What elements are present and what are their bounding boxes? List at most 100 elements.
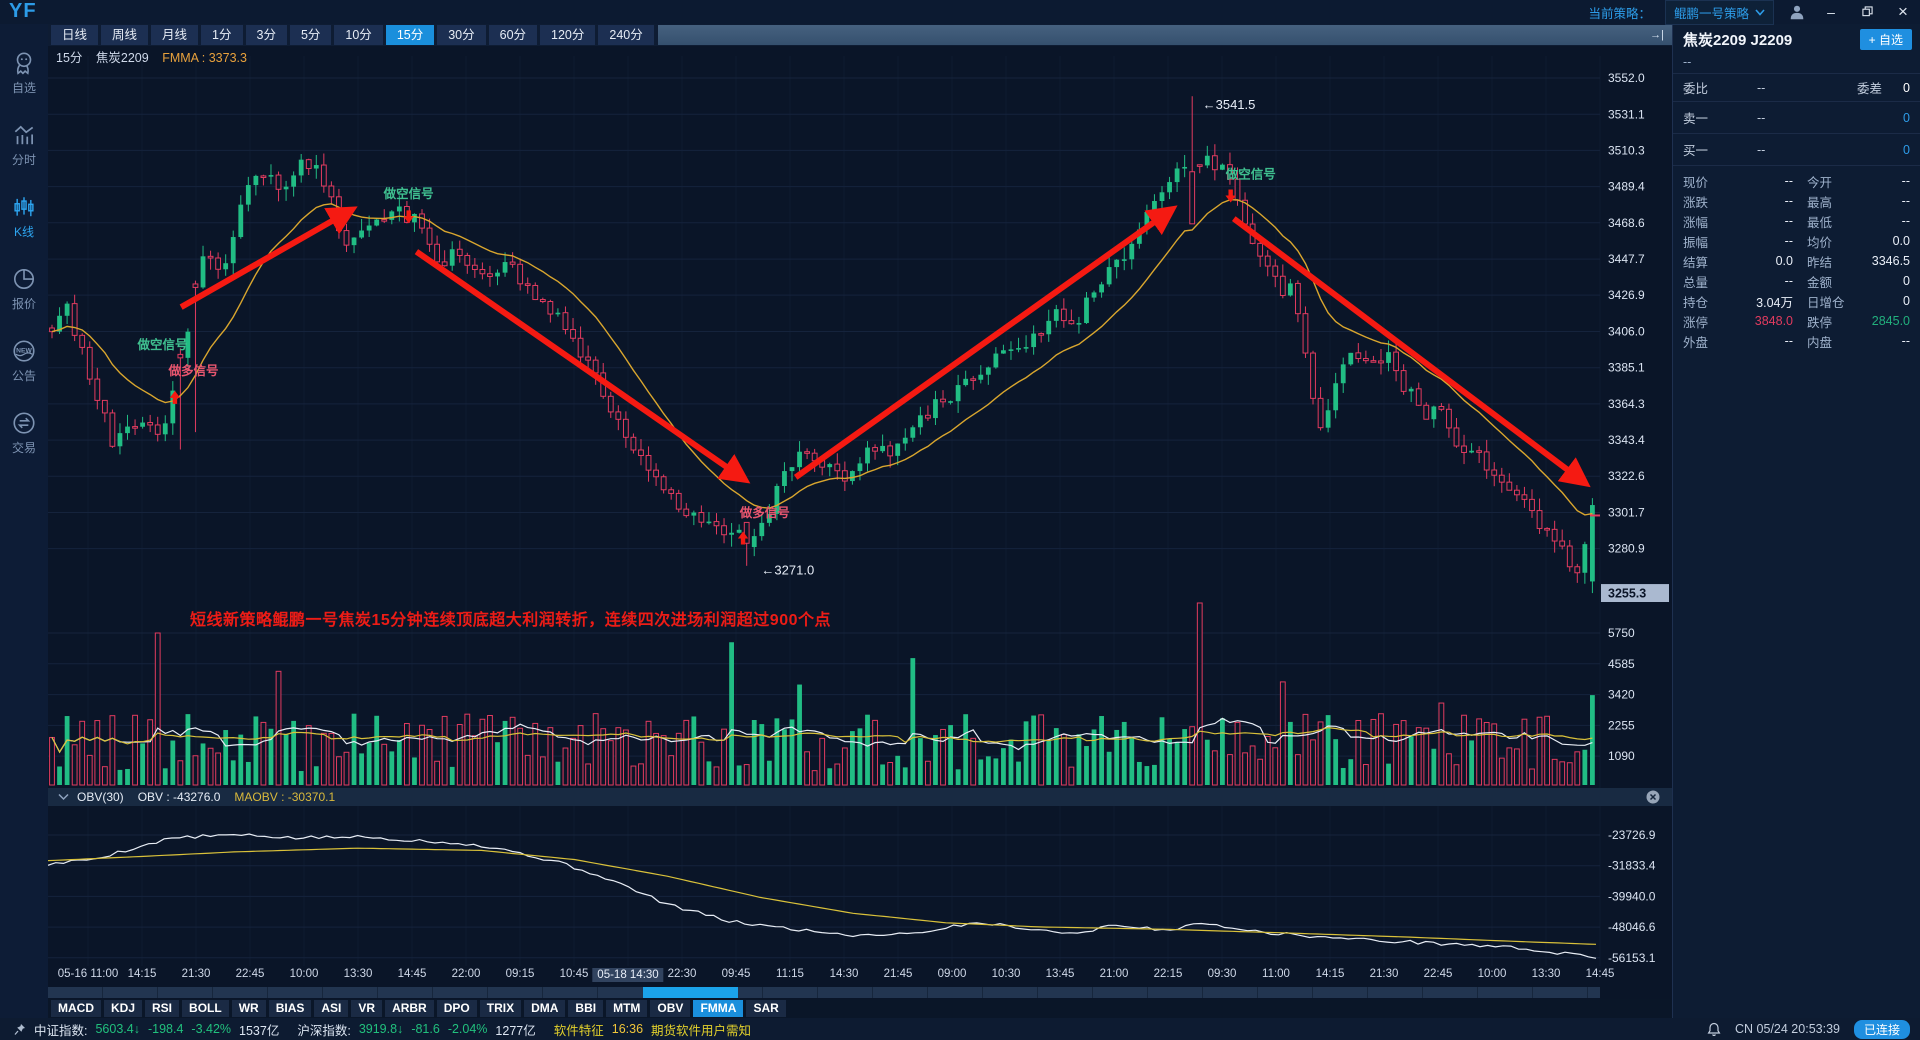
sidebar-item-new-badge[interactable]: NEW 公告 [0, 338, 48, 384]
time-label: 14:15 [127, 968, 157, 980]
indicator-tab-BBI[interactable]: BBI [568, 1000, 604, 1017]
sidebar-item-candlestick[interactable]: K线 [0, 194, 48, 240]
time-label: 09:00 [937, 968, 967, 980]
add-watchlist-button[interactable]: + 自选 [1859, 29, 1912, 50]
indicator-tab-MTM[interactable]: MTM [606, 1000, 648, 1017]
time-label: 09:15 [505, 968, 535, 980]
indicator-tab-BOLL[interactable]: BOLL [182, 1000, 229, 1017]
indicator-tab-ASI[interactable]: ASI [314, 1000, 349, 1017]
indicator-tab-OBV[interactable]: OBV [650, 1000, 691, 1017]
indicator-tab-FMMA[interactable]: FMMA [693, 1000, 744, 1017]
indicator-tab-ARBR[interactable]: ARBR [385, 1000, 434, 1017]
svg-text:3385.1: 3385.1 [1608, 361, 1645, 375]
current-strategy-label: 当前策略： [1588, 6, 1651, 21]
svg-text:-48046.6: -48046.6 [1608, 920, 1656, 934]
time-label: 11:00 [1262, 968, 1290, 980]
new-badge-icon: NEW [13, 340, 35, 362]
indicator-tab-DPO[interactable]: DPO [436, 1000, 477, 1017]
indicator-tab-SAR[interactable]: SAR [746, 1000, 786, 1017]
notice-feature-link[interactable]: 软件特征 [553, 1023, 604, 1038]
user-icon[interactable] [1788, 3, 1806, 21]
indicator-tab-BIAS[interactable]: BIAS [268, 1000, 312, 1017]
field-label: 跌停 [1807, 315, 1833, 330]
svg-text:5750: 5750 [1608, 626, 1635, 640]
notice-user-link[interactable]: 期货软件用户需知 [651, 1023, 752, 1038]
sidebar-item-quote-pie[interactable]: 报价 [0, 266, 48, 312]
period-tab-15分[interactable]: 15分 [385, 25, 435, 45]
time-label: 09:30 [1207, 968, 1237, 980]
period-tab-60分[interactable]: 60分 [488, 25, 538, 45]
quote-field-row: 持仓 3.04万 日增仓 0 [1683, 291, 1910, 311]
period-tab-120分[interactable]: 120分 [540, 25, 596, 45]
bell-icon[interactable] [1707, 1022, 1721, 1037]
indicator-tab-WR[interactable]: WR [231, 1000, 266, 1017]
quote-field-row: 总量 -- 金额 0 [1683, 271, 1910, 291]
time-label: 10:45 [559, 968, 589, 980]
legend-indicator-value: FMMA : 3373.3 [162, 51, 247, 65]
sidebar-item-user-ghost[interactable]: 自选 [0, 50, 48, 96]
period-tab-3分[interactable]: 3分 [245, 25, 287, 45]
svg-text:-56153.1: -56153.1 [1608, 951, 1656, 965]
indicator-tab-RSI[interactable]: RSI [145, 1000, 180, 1017]
sidebar-item-intraday-chart[interactable]: 分时 [0, 122, 48, 168]
indicator-tab-DMA[interactable]: DMA [524, 1000, 566, 1017]
period-tab-月线[interactable]: 月线 [151, 25, 199, 45]
ask-row[interactable]: 卖一 -- 0 [1673, 102, 1920, 134]
hs-index-label: 沪深指数: [297, 1023, 351, 1038]
volume-chart[interactable]: 5750 4585 3420 2255 1090 [48, 602, 1672, 788]
time-label: 14:45 [397, 968, 427, 980]
quote-fields-grid: 现价 -- 今开 -- 涨跌 -- 最高 -- 涨幅 -- 最低 -- 振幅 -- 均价 0.0 结算 0.0 昨结… [1673, 166, 1920, 356]
chevron-down-icon[interactable] [58, 793, 69, 801]
indicator-tab-MACD[interactable]: MACD [51, 1000, 101, 1017]
period-tab-周线[interactable]: 周线 [101, 25, 149, 45]
weibi-value: -- [1757, 80, 1766, 95]
time-label: 22:30 [667, 968, 697, 980]
ask-price: -- [1757, 110, 1766, 125]
time-label: 22:00 [451, 968, 481, 980]
field-label: 涨幅 [1683, 215, 1709, 230]
period-tab-10分[interactable]: 10分 [334, 25, 383, 45]
restore-button[interactable] [1856, 1, 1878, 23]
quote-field-row: 涨幅 -- 最低 -- [1683, 211, 1910, 231]
sidebar-item-label: 公告 [11, 369, 36, 383]
svg-text:3426.9: 3426.9 [1608, 288, 1645, 302]
obv-close-icon[interactable] [1646, 790, 1660, 807]
scrollbar-thumb[interactable] [643, 987, 738, 998]
field-value: 0 [1903, 294, 1910, 308]
quote-field-row: 振幅 -- 均价 0.0 [1683, 231, 1910, 251]
field-value: 3.04万 [1756, 295, 1793, 310]
time-label: 22:15 [1153, 968, 1183, 980]
svg-text:3406.0: 3406.0 [1608, 324, 1645, 338]
svg-text:3447.7: 3447.7 [1608, 252, 1645, 266]
obv-chart[interactable]: -23726.9 -31833.4 -39940.0 -48046.6 -56153.1 [48, 806, 1672, 966]
hs-index-pct: -2.04% [447, 1022, 488, 1036]
minimize-button[interactable]: – [1827, 4, 1835, 20]
pin-icon[interactable] [14, 1023, 26, 1036]
period-toolbar: 日线 周线 月线 1分 3分 5分 10分 15分 30分 60分 120分 240分 →| [48, 24, 1672, 46]
connection-status-badge[interactable]: 已连接 [1853, 1019, 1910, 1039]
field-label: 最高 [1807, 195, 1833, 210]
period-tab-30分[interactable]: 30分 [437, 25, 486, 45]
indicator-tab-KDJ[interactable]: KDJ [104, 1000, 143, 1017]
bid-row[interactable]: 买一 -- 0 [1673, 134, 1920, 166]
strategy-dropdown[interactable]: 鲲鹏一号策略 [1664, 0, 1774, 25]
period-tab-1分[interactable]: 1分 [201, 25, 243, 45]
field-value: -- [1901, 174, 1910, 188]
field-value: -- [1901, 214, 1910, 228]
period-tab-240分[interactable]: 240分 [598, 25, 654, 45]
title-bar: YF 当前策略： 鲲鹏一号策略 – × [0, 0, 1920, 25]
sidebar-item-trade-swap[interactable]: 交易 [0, 410, 48, 456]
field-value: 0.0 [1892, 234, 1910, 248]
time-label: 09:45 [721, 968, 751, 980]
period-tab-5分[interactable]: 5分 [289, 25, 332, 45]
candlestick-chart[interactable]: 3552.0 3531.1 3510.3 3489.4 3468.6 3447.7 3426… [48, 56, 1672, 602]
field-label: 昨结 [1807, 255, 1833, 270]
quote-field-row: 涨停 3848.0 跌停 2845.0 [1683, 311, 1910, 331]
collapsed-panel-strip[interactable]: →| [657, 25, 1672, 45]
chart-scrollbar[interactable] [48, 987, 1600, 998]
indicator-tab-TRIX[interactable]: TRIX [479, 1000, 522, 1017]
close-button[interactable]: × [1898, 2, 1908, 21]
indicator-tab-VR[interactable]: VR [351, 1000, 383, 1017]
period-tab-日线[interactable]: 日线 [51, 25, 99, 45]
time-label: 05-16 11:00 [57, 968, 119, 980]
